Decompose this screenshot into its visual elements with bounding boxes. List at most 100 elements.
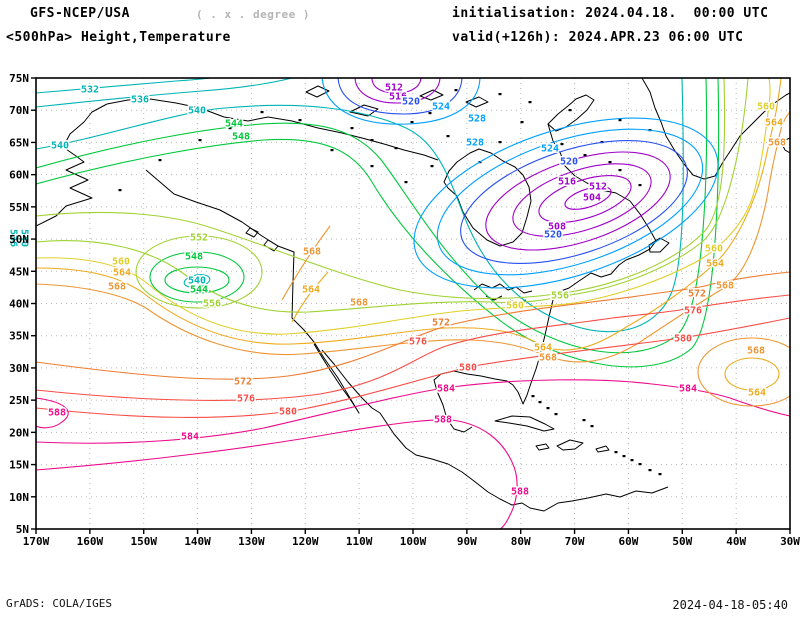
island-speck xyxy=(260,111,264,114)
contour-label: 588 xyxy=(434,415,452,426)
contour-line xyxy=(36,379,790,444)
lat-label: 75N xyxy=(9,72,29,85)
contour-label: 576 xyxy=(684,306,702,317)
contour-label: 528 xyxy=(468,114,486,125)
island-speck xyxy=(198,139,202,142)
model-title: GFS-NCEP/USA xyxy=(30,6,130,21)
lat-label: 20N xyxy=(9,426,29,439)
island-speck xyxy=(498,141,502,144)
lon-label: 140W xyxy=(184,535,211,548)
contour-label: 564 xyxy=(302,285,320,296)
contour-line xyxy=(436,128,704,276)
island-speck xyxy=(658,473,662,476)
island-speck xyxy=(638,463,642,466)
coastline xyxy=(509,299,527,305)
contour-label: 544 xyxy=(190,285,208,296)
island-speck xyxy=(582,419,586,422)
island-speck xyxy=(648,469,652,472)
contour-line xyxy=(724,357,780,391)
coastline xyxy=(556,439,584,451)
island-speck xyxy=(410,121,414,124)
coastline xyxy=(36,103,108,227)
lat-label: 55N xyxy=(9,201,29,214)
island-speck xyxy=(546,407,550,410)
contour-line xyxy=(36,294,790,401)
contour-line xyxy=(164,266,230,294)
contour-line xyxy=(337,78,463,115)
contour-label: 540 xyxy=(188,106,206,117)
island-speck xyxy=(554,413,558,416)
island-speck xyxy=(638,184,642,187)
contour-label: 588 xyxy=(511,487,529,498)
lon-label: 70W xyxy=(565,535,585,548)
coastline xyxy=(245,227,259,238)
contour-label: 544 xyxy=(225,119,243,130)
grads-credit: GrADS: COLA/IGES xyxy=(6,597,112,610)
coastline xyxy=(465,96,489,108)
contour-label: 572 xyxy=(688,289,706,300)
contour-line xyxy=(538,175,632,223)
lat-label: 60N xyxy=(9,169,29,182)
contour-label: 564 xyxy=(534,343,552,354)
contour-label: 560 xyxy=(705,244,723,255)
lat-label: 30N xyxy=(9,362,29,375)
coastline xyxy=(379,412,669,512)
contour-label: 572 xyxy=(432,318,450,329)
contour-line xyxy=(371,78,422,94)
coastline xyxy=(349,104,379,117)
coastline xyxy=(443,148,532,247)
contour-label: 576 xyxy=(237,394,255,405)
contour-line xyxy=(321,78,481,125)
contour-line xyxy=(36,111,790,363)
contour-label: 564 xyxy=(765,118,783,129)
coastline xyxy=(595,445,610,453)
contour-label: 568 xyxy=(108,282,126,293)
island-speck xyxy=(614,451,618,454)
contour-label: 556 xyxy=(551,291,569,302)
contour-label: 532 xyxy=(81,85,99,96)
island-speck xyxy=(560,143,564,146)
island-speck xyxy=(568,109,572,112)
contour-line xyxy=(354,78,441,104)
island-speck xyxy=(583,154,587,157)
coastline xyxy=(419,89,444,101)
contour-label: 512 xyxy=(385,83,403,94)
contour-line xyxy=(36,78,771,335)
coastline xyxy=(648,237,670,253)
contour-label: 580 xyxy=(674,334,692,345)
contour-label: 568 xyxy=(539,353,557,364)
lon-label: 40W xyxy=(726,535,746,548)
contour-label: 560 xyxy=(112,257,130,268)
contour-label: 580 xyxy=(459,363,477,374)
contour-label: 524 xyxy=(541,144,559,155)
resolution-note: ( . x . degree ) xyxy=(196,8,310,21)
contour-line xyxy=(135,235,263,309)
contour-label: 540 xyxy=(188,276,206,287)
contour-label: 568 xyxy=(747,346,765,357)
island-speck xyxy=(430,165,434,168)
contour-label: 536 xyxy=(131,95,149,106)
contour-label: 568 xyxy=(303,247,321,258)
contour-line xyxy=(36,78,782,351)
contour-line xyxy=(485,151,671,251)
lat-label: 45N xyxy=(9,265,29,278)
lon-label: 100W xyxy=(400,535,427,548)
init-time-label: initialisation: 2024.04.18. 00:00 UTC xyxy=(452,6,769,21)
contour-label: 536 xyxy=(8,229,19,247)
contour-label: 564 xyxy=(706,259,724,270)
contour-line xyxy=(460,140,688,264)
lon-label: 110W xyxy=(346,535,373,548)
island-speck xyxy=(528,101,532,104)
contour-line xyxy=(36,397,69,429)
lat-label: 40N xyxy=(9,298,29,311)
lat-label: 70N xyxy=(9,104,29,117)
contour-label: 516 xyxy=(389,92,407,103)
lat-label: 15N xyxy=(9,459,29,472)
island-speck xyxy=(370,165,374,168)
island-speck xyxy=(446,135,450,138)
valid-time-label: valid(+126h): 2024.APR.23 06:00 UTC xyxy=(452,30,744,45)
coastline xyxy=(780,137,790,154)
contour-line xyxy=(36,78,749,313)
contour-label: 572 xyxy=(234,377,252,388)
contour-label: 516 xyxy=(558,177,576,188)
